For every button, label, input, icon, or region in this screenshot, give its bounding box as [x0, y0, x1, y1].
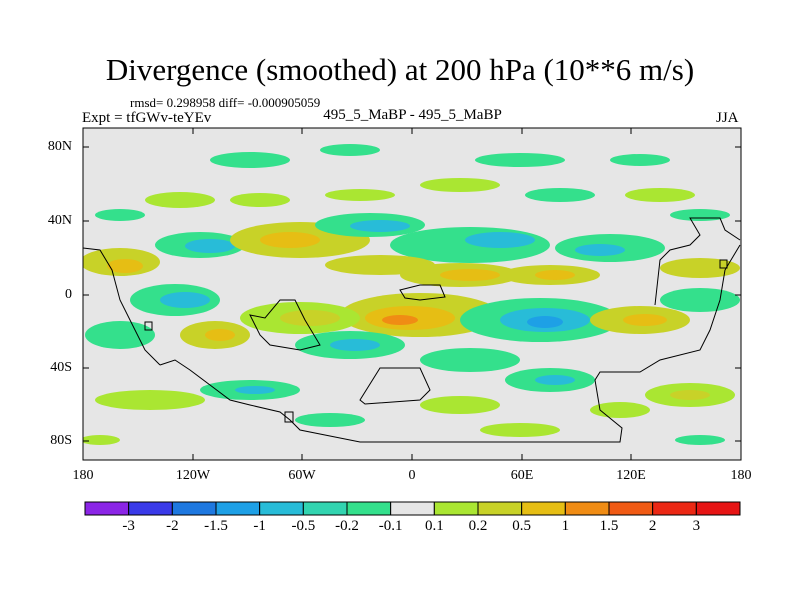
plot-title: Divergence (smoothed) at 200 hPa (10**6 … — [105, 52, 695, 87]
contour-region-pos-strong — [205, 329, 235, 341]
colorbar-swatch — [171, 501, 217, 516]
contour-region-neg-mid — [535, 375, 575, 385]
contour-region-pos-mid — [325, 255, 435, 275]
contour-region-pos-weak — [230, 193, 290, 207]
colorbar-swatch — [259, 501, 304, 516]
colorbar-label: -2 — [166, 518, 179, 534]
colorbar-label: 0.5 — [512, 518, 532, 534]
contour-region-neg-weak — [95, 209, 145, 221]
contour-region-pos-mid — [280, 310, 340, 326]
contour-region-pos-weak — [420, 178, 500, 192]
contour-region-neg-weak — [420, 348, 520, 372]
colorbar-swatch — [521, 501, 566, 516]
colorbar-swatch — [346, 501, 392, 516]
case-label: 495_5_MaBP - 495_5_MaBP — [323, 107, 502, 123]
colorbar-swatch — [390, 501, 435, 516]
contour-region-pos-weak — [83, 435, 120, 445]
contour-region-pos-mid — [660, 258, 740, 278]
colorbar-label: -1.5 — [204, 518, 228, 534]
colorbar-label: -3 — [122, 518, 135, 534]
lat-label-40n: 40N — [47, 213, 72, 228]
contour-region-neg-mid — [330, 339, 380, 351]
contour-field — [83, 144, 740, 445]
lat-label-80s: 80S — [50, 433, 72, 448]
colorbar-swatch — [564, 501, 610, 516]
contour-region-neg-weak — [675, 435, 725, 445]
lon-label-60w: 60W — [288, 468, 316, 483]
colorbar-swatch — [433, 501, 479, 516]
contour-region-pos-weak — [480, 423, 560, 437]
axis-ticks — [83, 128, 741, 460]
colorbar-label: -0.2 — [335, 518, 359, 534]
lon-label-120e: 120E — [616, 468, 646, 483]
colorbar-label: 2 — [648, 518, 657, 534]
colorbar — [84, 501, 741, 516]
atlantic-coast — [249, 299, 321, 351]
contour-region-pos-strong — [623, 314, 667, 326]
contour-region-pos-weak — [625, 188, 695, 202]
colorbar-swatch — [84, 501, 130, 516]
colorbar-label: -1 — [253, 518, 266, 534]
colorbar-swatch — [695, 501, 741, 516]
contour-region-neg-weak — [525, 188, 595, 202]
arabia-coast — [399, 284, 446, 301]
contour-region-pos-weak — [325, 189, 395, 201]
contour-region-neg-weak — [295, 413, 365, 427]
contour-region-neg-weak — [320, 144, 380, 156]
contour-region-pos-weak — [420, 396, 500, 414]
contour-region-pos-strong — [440, 269, 500, 281]
contour-region-neg-weak — [475, 153, 565, 167]
africa-coast — [359, 367, 431, 405]
contour-region-neg-weak — [660, 288, 740, 312]
lat-label-40s: 40S — [50, 360, 72, 375]
contour-region-pos-weak — [145, 192, 215, 208]
contour-region-pos-weak — [95, 390, 205, 410]
contour-region-pos-mid — [670, 390, 710, 400]
lon-label-180e: 180 — [730, 468, 752, 483]
north-america-coast — [83, 247, 161, 366]
contour-region-pos-strong — [107, 259, 143, 273]
contour-region-neg-mid — [575, 244, 625, 256]
colorbar-swatch — [128, 501, 173, 516]
lat-label-80n: 80N — [47, 139, 72, 154]
contour-region-pos-strong — [535, 270, 575, 280]
contour-region-neg-mid — [160, 292, 210, 308]
colorbar-swatch — [652, 501, 697, 516]
contour-region-neg-mid — [350, 220, 410, 232]
lat-label-equator: 0 — [65, 287, 72, 302]
colorbar-label: 0.1 — [424, 518, 444, 534]
contour-region-pos-max — [382, 315, 418, 325]
experiment-label: Expt = tfGWv-teYEv — [82, 110, 212, 126]
season-label: JJA — [716, 110, 739, 126]
contour-region-neg-weak — [85, 321, 155, 349]
colorbar-swatch — [477, 501, 523, 516]
colorbar-label: 0.2 — [468, 518, 488, 534]
colorbar-swatch — [302, 501, 348, 516]
colorbar-swatch — [608, 501, 654, 516]
lon-label-60e: 60E — [510, 468, 534, 483]
contour-region-pos-strong — [260, 232, 320, 248]
south-america-coast — [159, 244, 741, 443]
lon-label-0: 0 — [408, 468, 416, 483]
lon-label-120w: 120W — [175, 468, 211, 483]
asia-coast — [654, 217, 741, 306]
continent-outlines — [83, 217, 741, 443]
colorbar-label: 3 — [692, 518, 701, 534]
pacific-islands — [144, 259, 728, 423]
contour-region-neg-weak — [210, 152, 290, 168]
contour-region-neg-weak — [610, 154, 670, 166]
contour-region-neg-mid — [235, 386, 275, 394]
rmsd-diff-stats: rmsd= 0.298958 diff= -0.000905059 — [130, 95, 321, 110]
contour-region-neg-strong — [527, 316, 563, 328]
colorbar-swatch — [215, 501, 261, 516]
colorbar-label: 1.5 — [599, 518, 619, 534]
colorbar-label: -0.5 — [291, 518, 316, 534]
contour-region-neg-mid — [185, 239, 235, 253]
colorbar-label: -0.1 — [378, 518, 403, 534]
contour-region-neg-mid — [465, 232, 535, 248]
colorbar-label: 1 — [561, 518, 570, 534]
lon-label-180w: 180 — [72, 468, 94, 483]
